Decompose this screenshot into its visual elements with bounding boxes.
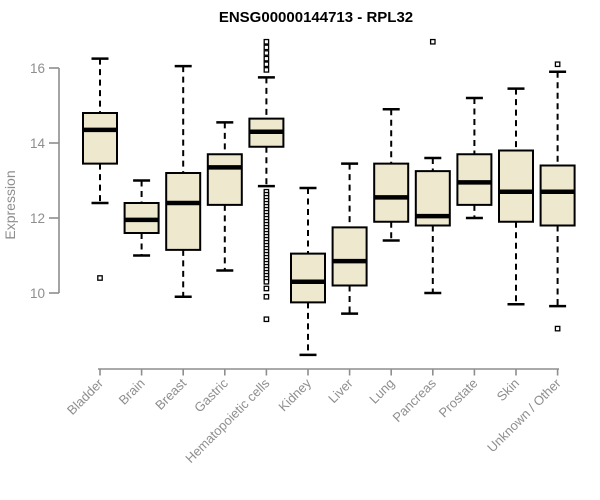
- x-tick-label-skin: Skin: [494, 376, 522, 404]
- x-tick-label-pancreas: Pancreas: [389, 375, 439, 425]
- x-tick-label-unknown-other: Unknown / Other: [484, 375, 564, 455]
- iqr-box: [456, 153, 493, 206]
- outlier-point: [554, 61, 561, 68]
- outlier-point: [263, 316, 270, 323]
- x-tick-label-brain: Brain: [116, 376, 148, 408]
- x-tick-label-gastric: Gastric: [191, 375, 231, 415]
- boxplot-hematopoietic-cells: [248, 38, 285, 323]
- iqr-box: [373, 162, 410, 223]
- boxplot-unknown-other: [539, 61, 576, 332]
- outlier-point: [263, 293, 270, 300]
- y-tick-label: 12: [30, 211, 45, 226]
- boxplot-skin: [498, 87, 534, 306]
- iqr-box: [498, 149, 534, 223]
- x-tick-label-lung: Lung: [366, 376, 397, 407]
- y-tick-label: 16: [30, 61, 45, 76]
- x-tick-label-breast: Breast: [152, 375, 189, 412]
- x-tick-label-prostate: Prostate: [436, 376, 481, 421]
- iqr-box: [165, 172, 202, 251]
- chart-title: ENSG00000144713 - RPL32: [219, 9, 413, 26]
- boxplot-lung: [373, 108, 410, 242]
- outlier-point: [263, 44, 270, 51]
- iqr-box: [539, 164, 576, 227]
- outlier-point: [263, 55, 270, 62]
- boxplot-breast: [165, 64, 202, 298]
- boxplot-pancreas: [414, 38, 451, 295]
- outlier-point: [263, 38, 270, 45]
- outlier-point: [263, 67, 270, 73]
- iqr-box: [206, 153, 243, 206]
- outlier-point: [263, 285, 270, 292]
- outlier-point: [263, 278, 270, 285]
- x-tick-label-kidney: Kidney: [275, 375, 314, 414]
- outlier-point: [554, 325, 561, 332]
- x-tick-label-liver: Liver: [325, 375, 356, 406]
- outlier-point: [263, 61, 270, 68]
- outlier-point: [263, 50, 270, 56]
- x-tick-label-bladder: Bladder: [64, 375, 107, 418]
- boxplot-brain: [123, 179, 160, 257]
- y-axis: 10 12 14 16: [30, 61, 60, 301]
- boxplot-prostate: [456, 96, 493, 220]
- y-tick-label: 14: [30, 136, 46, 151]
- boxplot-bladder: [82, 57, 118, 281]
- iqr-box: [331, 226, 368, 287]
- outlier-point: [429, 38, 436, 45]
- y-axis-label: Expression: [2, 170, 18, 239]
- outlier-point: [97, 275, 103, 281]
- boxplot-kidney: [290, 186, 326, 357]
- iqr-box: [290, 252, 326, 304]
- boxplot-liver: [331, 162, 368, 315]
- iqr-box: [82, 112, 118, 165]
- boxplot-gastric: [206, 121, 243, 272]
- y-tick-label: 10: [30, 286, 45, 301]
